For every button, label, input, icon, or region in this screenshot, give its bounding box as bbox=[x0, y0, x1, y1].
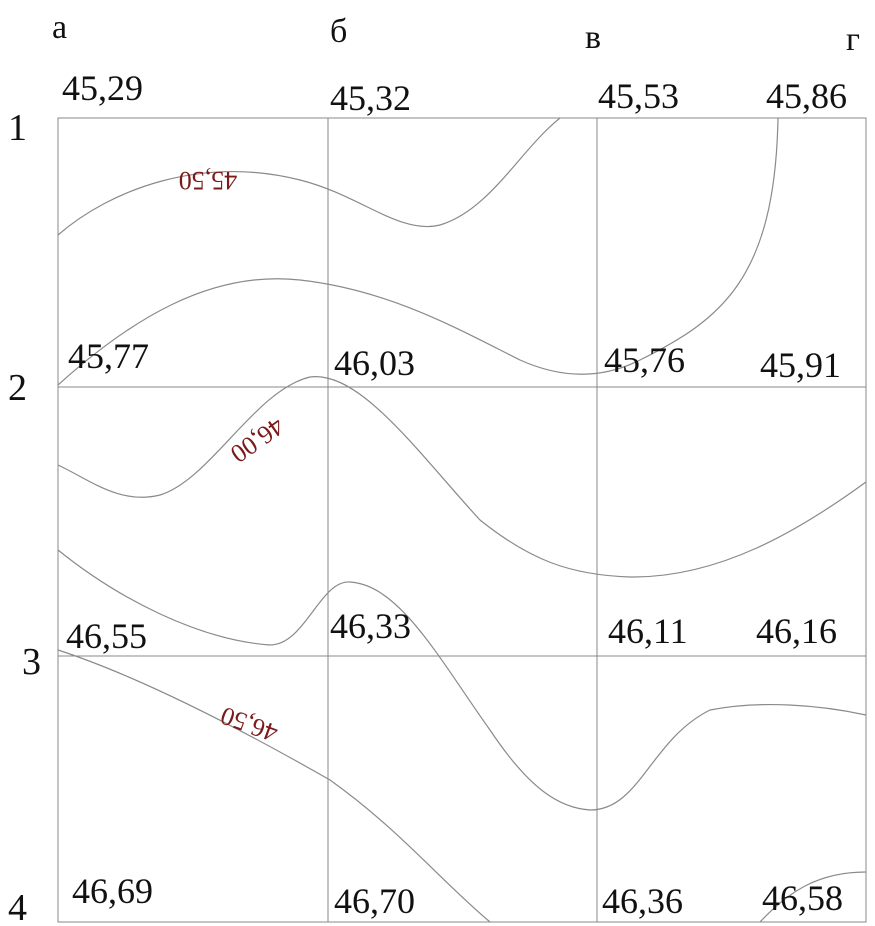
column-label: г bbox=[846, 21, 860, 58]
elevation-values: 45,29 45,32 45,53 45,86 45,77 46,03 45,7… bbox=[62, 68, 847, 921]
contour-line-46-50-b bbox=[759, 871, 867, 923]
contour-line-45-50-b bbox=[57, 117, 779, 386]
elevation-value: 46,36 bbox=[602, 881, 683, 921]
elevation-value: 45,29 bbox=[62, 68, 143, 108]
contour-line-46-00-b bbox=[57, 549, 867, 811]
row-label: 1 bbox=[8, 107, 27, 149]
elevation-value: 46,55 bbox=[66, 616, 147, 656]
contour-label: 46,00 bbox=[225, 411, 290, 468]
elevation-value: 45,76 bbox=[604, 340, 685, 380]
contour-label: 45,50 bbox=[179, 166, 238, 195]
column-label: а bbox=[52, 9, 67, 46]
column-labels: а б в г bbox=[52, 9, 860, 58]
column-label: в bbox=[585, 19, 601, 56]
elevation-value: 45,77 bbox=[68, 336, 149, 376]
elevation-value: 46,33 bbox=[330, 606, 411, 646]
grid bbox=[57, 117, 867, 923]
row-label: 3 bbox=[22, 641, 41, 683]
elevation-value: 46,03 bbox=[334, 343, 415, 383]
elevation-value: 45,53 bbox=[598, 76, 679, 116]
elevation-value: 46,11 bbox=[608, 611, 688, 651]
elevation-value: 46,16 bbox=[756, 611, 837, 651]
contour-label: 46,50 bbox=[217, 701, 282, 748]
elevation-value: 45,86 bbox=[766, 76, 847, 116]
elevation-value: 46,69 bbox=[72, 871, 153, 911]
row-label: 4 bbox=[8, 887, 27, 926]
elevation-value: 46,58 bbox=[762, 878, 843, 918]
contour-line-46-50 bbox=[57, 649, 491, 923]
elevation-value: 46,70 bbox=[334, 881, 415, 921]
row-labels: 1 2 3 4 bbox=[8, 107, 41, 926]
column-label: б bbox=[330, 13, 347, 50]
grid-border bbox=[57, 117, 867, 923]
row-label: 2 bbox=[8, 367, 27, 409]
contour-line-45-50-a bbox=[57, 117, 561, 236]
elevation-value: 45,91 bbox=[760, 345, 841, 385]
contour-lines bbox=[57, 117, 867, 923]
elevation-value: 45,32 bbox=[330, 78, 411, 118]
contour-line-46-00-a bbox=[57, 376, 867, 578]
contour-labels: 45,50 46,00 46,50 bbox=[179, 166, 290, 748]
